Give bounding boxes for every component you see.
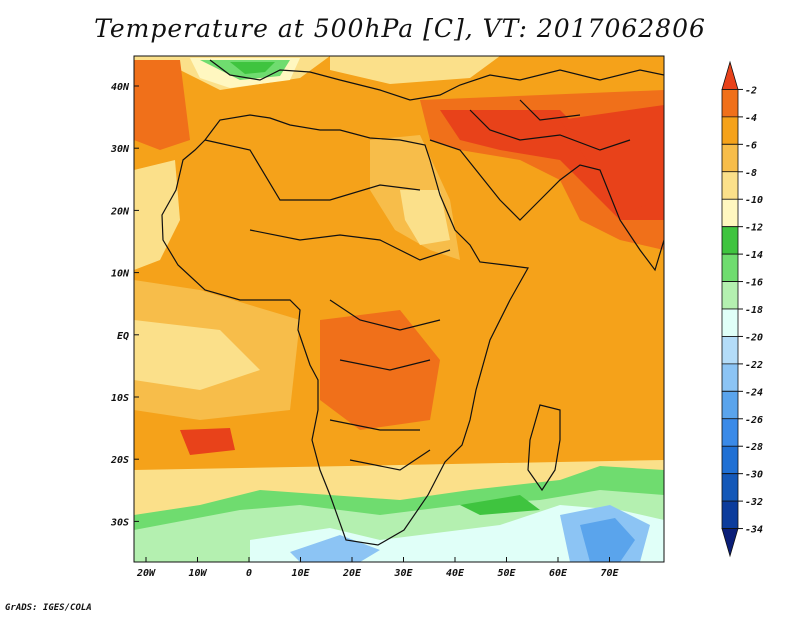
colorbar-label: -4	[745, 113, 757, 124]
middle-east-borders	[469, 99, 631, 151]
lon-tick-label: 20E	[342, 568, 362, 579]
chart-title: Temperature at 500hPa [C], VT: 201706280…	[94, 14, 706, 43]
field-warm-west	[134, 60, 190, 150]
colorbar-swatch	[721, 308, 739, 337]
madagascar-coastline	[527, 404, 561, 492]
colorbar-swatch	[721, 171, 739, 200]
coastlines	[161, 59, 664, 546]
colorbar-label: -8	[745, 168, 757, 179]
lat-tick-label: 30N	[110, 144, 130, 155]
lat-tick-label: 20N	[110, 206, 130, 217]
field-central-warm	[320, 310, 440, 430]
colorbar-label: -10	[745, 195, 763, 206]
field-green-north-dark	[230, 62, 275, 74]
colorbar-label: -22	[745, 360, 763, 371]
credit-text: GrADS: IGES/COLA	[5, 603, 92, 613]
field-band-med	[330, 56, 500, 84]
longitude-axis: 20W 10W 0 10E 20E 30E 40E 50E 60E 70E	[136, 557, 620, 579]
colorbar-swatch	[721, 445, 739, 475]
map-frame	[133, 55, 665, 563]
colorbar-swatch	[721, 281, 739, 310]
lon-tick-label: 20W	[136, 568, 156, 579]
colorbar-label: -30	[745, 470, 763, 481]
africa-coastline	[161, 114, 529, 546]
colorbar-swatch	[721, 116, 739, 145]
field-hot-spot-atlantic	[180, 428, 235, 455]
lon-tick-label: 0	[246, 568, 252, 579]
colorbar-label: -26	[745, 415, 763, 426]
field-ethiopia-cool	[400, 190, 450, 245]
lon-tick-label: 10E	[291, 568, 310, 579]
field-south-green-dark	[460, 495, 540, 515]
colorbar-label: -2	[745, 85, 757, 96]
field-west-coast	[134, 160, 180, 270]
field-hot-core	[440, 110, 664, 220]
lon-tick-label: 70E	[600, 568, 619, 579]
colorbar-swatch	[721, 198, 739, 228]
colorbar-label: -18	[745, 305, 763, 316]
lat-tick-label: 10N	[111, 269, 130, 280]
colorbar-swatch	[721, 89, 739, 118]
colorbar-label: -32	[745, 497, 763, 508]
colorbar-label: -6	[745, 140, 757, 151]
arabia-asia-coastline	[429, 139, 664, 272]
colorbar-label: -14	[745, 250, 763, 261]
sahara-borders	[204, 139, 421, 201]
lon-tick-label: 30E	[393, 568, 413, 579]
colorbar-swatch	[721, 418, 739, 447]
lon-tick-label: 50E	[497, 568, 516, 579]
colorbar-swatch	[721, 390, 739, 420]
lat-tick-label: 40N	[111, 82, 130, 93]
sahel-borders	[249, 229, 451, 261]
colorbar-label: -12	[745, 223, 763, 234]
europe-coastline	[209, 59, 664, 101]
lon-tick-label: 10W	[188, 568, 207, 579]
lat-tick-label: 10S	[111, 393, 129, 404]
colorbar-label: -16	[745, 278, 763, 289]
field-atlantic-pale	[134, 320, 260, 390]
colorbar-swatch	[721, 336, 739, 365]
field-south-blue-3	[580, 518, 635, 562]
central-borders	[329, 299, 441, 471]
colorbar-swatch	[721, 226, 739, 255]
colorbar-label: -24	[745, 387, 763, 398]
map-field	[134, 56, 664, 562]
lon-tick-label: 40E	[446, 568, 465, 579]
colorbar-swatch	[721, 253, 739, 282]
colorbar-label: -34	[745, 525, 763, 536]
field-hot-india	[560, 105, 664, 210]
colorbar: -2 -4 -6 -8 -10 -12 -14 -16 -18 -20 -22 -24 -26 -28 -3…	[721, 60, 763, 558]
lon-tick-label: 60E	[549, 568, 568, 579]
lat-tick-label: EQ	[117, 331, 129, 342]
latitude-axis: 40N 30N 20N 10N EQ 10S 20S 30S	[110, 82, 139, 528]
lat-tick-label: 20S	[110, 455, 129, 466]
colorbar-label: -28	[745, 442, 763, 453]
lat-tick-label: 30S	[110, 517, 129, 528]
colorbar-label: -20	[745, 332, 763, 343]
colorbar-swatch	[721, 473, 739, 502]
colorbar-swatch	[721, 528, 739, 558]
colorbar-swatch	[721, 143, 739, 173]
colorbar-swatch	[721, 363, 739, 392]
colorbar-swatch	[721, 500, 739, 529]
colorbar-swatch	[721, 60, 739, 90]
